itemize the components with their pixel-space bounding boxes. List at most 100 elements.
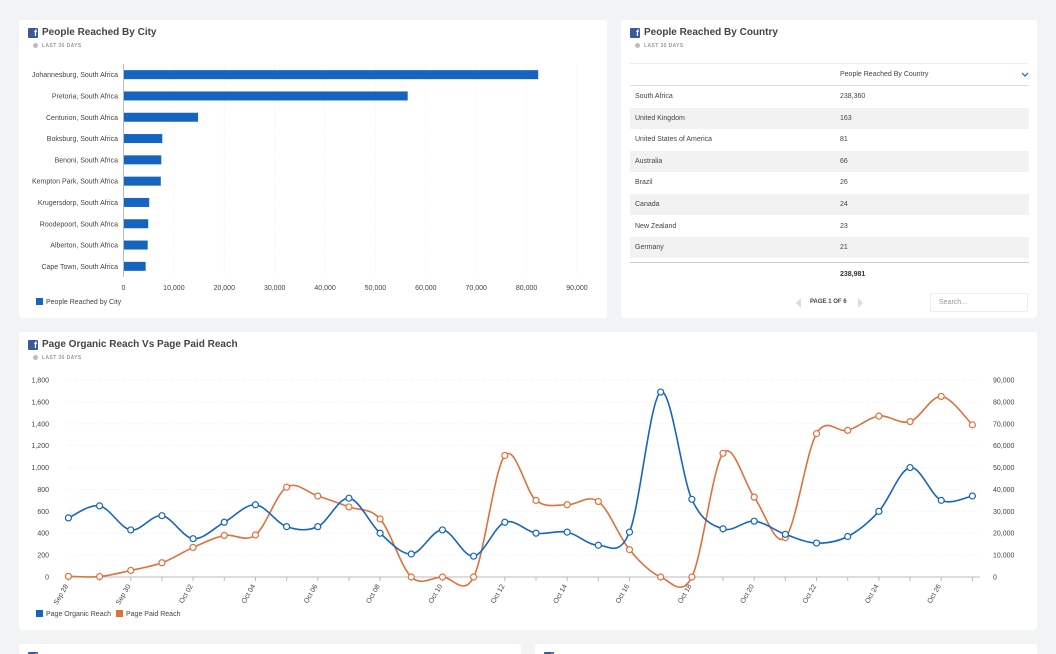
paid-reach-point[interactable] [127,566,135,575]
city-card-subtitle: LAST 30 DAYS [33,43,82,49]
paid-reach-point[interactable] [407,573,415,581]
y-left-tick-label: 200 [37,553,49,560]
y-right-tick-label: 50,000 [993,465,1015,472]
paid-reach-point[interactable] [64,572,73,580]
sort-chevron-down-icon[interactable] [1021,72,1029,78]
organic-reach-point[interactable] [407,550,415,558]
organic-reach-point[interactable] [657,388,665,396]
paid-reach-point[interactable] [470,573,478,581]
reach-card-title: Page Organic Reach Vs Page Paid Reach [42,339,238,350]
x-tick-label: Sep 28 [53,583,70,606]
paid-reach-point[interactable] [875,412,883,420]
legend-item[interactable]: Page Organic Reach [36,610,111,618]
bar[interactable] [124,155,162,165]
bar[interactable] [124,240,148,250]
x-tick-label: Oct 24 [864,583,880,604]
organic-reach-point[interactable] [220,518,228,526]
paid-reach-point[interactable] [158,559,166,567]
organic-reach-point[interactable] [532,529,540,537]
organic-reach-point[interactable] [968,492,977,500]
organic-reach-point[interactable] [594,541,602,549]
paid-reach-point[interactable] [501,451,509,460]
organic-reach-point[interactable] [937,496,945,504]
paid-reach-point[interactable] [251,531,260,539]
legend-swatch [36,610,43,617]
paid-reach-point[interactable] [532,496,540,504]
table-row: South Africa 238,360 [630,86,1029,107]
paid-reach-point[interactable] [283,483,291,491]
bar[interactable] [124,197,150,207]
organic-reach-point[interactable] [376,529,384,537]
paid-reach-point[interactable] [220,531,228,540]
organic-reach-point[interactable] [345,494,353,502]
organic-reach-point[interactable] [127,526,135,534]
bar[interactable] [124,134,163,144]
paid-reach-point[interactable] [95,572,104,581]
city-chart-legend[interactable]: People Reached by City [36,298,121,306]
x-tick-label: 50,000 [365,285,387,292]
bar[interactable] [124,91,408,101]
paid-reach-point[interactable] [189,543,197,552]
y-left-tick-label: 1,200 [31,443,49,450]
organic-reach-point[interactable] [688,495,696,503]
pagination-prev-icon[interactable] [795,298,803,308]
country-column-header[interactable]: People Reached By Country [840,71,929,78]
paid-reach-point[interactable] [812,430,821,438]
paid-reach-point[interactable] [563,501,571,509]
facebook-icon: f [630,28,640,38]
y-left-tick-label: 400 [37,531,49,538]
paid-reach-point[interactable] [376,515,384,523]
organic-reach-point[interactable] [625,528,634,536]
city-card: f People Reached By City LAST 30 DAYS 0 1… [19,20,607,318]
bar[interactable] [124,261,146,271]
y-right-tick-label: 30,000 [993,509,1015,516]
organic-reach-point[interactable] [501,518,509,526]
bar[interactable] [124,219,149,229]
x-tick-label: Oct 16 [615,583,631,604]
bar[interactable] [124,70,539,80]
y-right-tick-label: 20,000 [993,531,1015,538]
organic-reach-point[interactable] [64,514,73,522]
paid-reach-point[interactable] [688,573,696,581]
organic-reach-point[interactable] [251,501,260,509]
pagination-next-icon[interactable] [856,298,864,308]
paid-reach-point[interactable] [345,503,353,511]
organic-reach-point[interactable] [438,526,447,534]
country-table-header[interactable]: People Reached By Country [630,63,1029,86]
paid-reach-point[interactable] [906,417,914,426]
organic-reach-point[interactable] [563,528,571,536]
organic-reach-point[interactable] [470,552,478,560]
x-tick-label: Sep 30 [115,583,132,606]
paid-reach-point[interactable] [844,426,852,434]
paid-reach-point[interactable] [625,546,634,554]
country-card: f People Reached By Country LAST 30 DAYS… [621,20,1037,318]
category-label: Centurion, South Africa [46,115,118,122]
legend-item[interactable]: Page Paid Reach [115,610,180,618]
organic-reach-point[interactable] [283,523,291,531]
organic-reach-point[interactable] [812,539,821,547]
bar[interactable] [124,176,161,186]
organic-reach-point[interactable] [906,463,914,472]
organic-reach-point[interactable] [314,523,322,531]
paid-reach-point[interactable] [438,573,447,581]
organic-reach-point[interactable] [781,530,789,538]
legend-swatch [115,610,123,617]
paid-reach-point[interactable] [314,492,322,500]
organic-reach-point[interactable] [875,507,883,515]
organic-reach-point[interactable] [719,525,727,533]
paid-reach-point[interactable] [937,392,945,401]
table-row: United States of America 81 [630,129,1029,150]
organic-reach-point[interactable] [750,517,758,525]
bar[interactable] [124,112,199,122]
organic-reach-point[interactable] [844,532,852,541]
organic-reach-point[interactable] [189,535,197,543]
paid-reach-point[interactable] [750,493,758,501]
organic-reach-point[interactable] [95,502,104,510]
paid-reach-point[interactable] [719,449,727,457]
paid-reach-point[interactable] [657,573,665,581]
paid-reach-point[interactable] [968,421,977,429]
x-tick-label: 80,000 [516,285,538,292]
organic-reach-point[interactable] [158,512,166,520]
country-search-input[interactable]: Search... [930,293,1028,312]
paid-reach-point[interactable] [594,497,602,506]
